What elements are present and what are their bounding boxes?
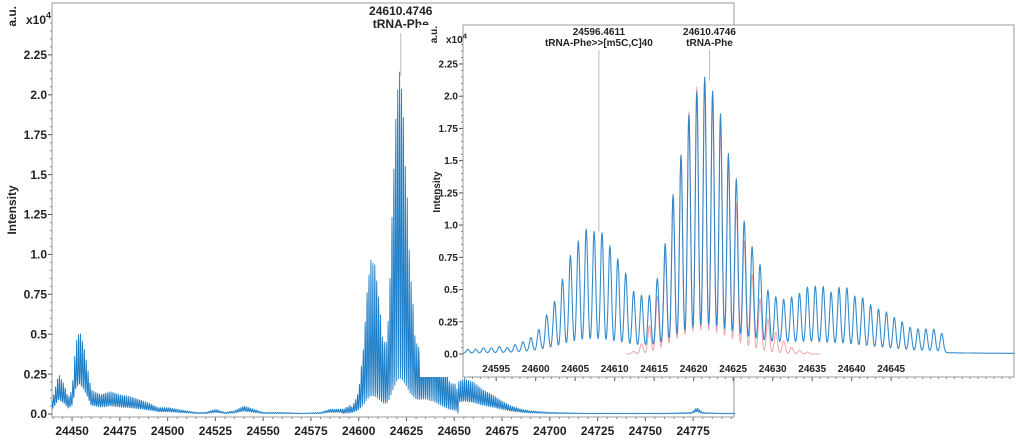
peak-annotation-label: tRNA-Phe>>[m5C,C]40 [545, 38, 653, 49]
y-tick-label: 1.25 [439, 188, 459, 199]
x-tick-label: 24625 [390, 424, 424, 438]
y-tick-label: 0.0 [444, 350, 458, 361]
peak-annotation-mass: 24610.4746 [683, 27, 736, 38]
y-tick-label: 1.5 [30, 168, 47, 182]
x-tick-label: 24600 [342, 424, 376, 438]
x-tick-label: 24645 [877, 364, 905, 375]
y-tick-label: 0.75 [24, 288, 48, 302]
y-multiplier-exponent: 4 [46, 11, 51, 21]
x-tick-label: 24640 [838, 364, 866, 375]
x-tick-label: 24700 [533, 424, 567, 438]
x-tick-label: 24525 [199, 424, 233, 438]
inset-background [420, 25, 1016, 377]
y-tick-label: 1.0 [444, 221, 458, 232]
peak-annotation-mass: 24610.4746 [369, 4, 433, 18]
y-axis-title: Intensity [432, 171, 443, 213]
y-tick-label: 2.0 [30, 88, 47, 102]
y-tick-label: 0.5 [30, 327, 47, 341]
y-multiplier-exponent: 4 [463, 32, 468, 41]
y-tick-label: 2.25 [24, 48, 48, 62]
y-tick-label: 1.5 [444, 156, 458, 167]
x-tick-label: 24550 [246, 424, 280, 438]
y-tick-label: 1.25 [24, 208, 48, 222]
y-tick-label: 0.25 [24, 367, 48, 381]
inset-zoom-panel: 0.0 0.25 0.5 0.75 1.0 1.25 1.5 1.75 2.0 2.25 24595… [420, 24, 1016, 381]
x-tick-label: 24620 [680, 364, 708, 375]
x-tick-label: 24610 [601, 364, 629, 375]
x-tick-label: 24675 [485, 424, 519, 438]
y-unit-label: a.u. [5, 6, 19, 27]
y-multiplier-label: x104 [26, 11, 51, 27]
x-tick-label: 24725 [581, 424, 615, 438]
x-tick-label: 24475 [103, 424, 137, 438]
y-multiplier-label: x104 [446, 32, 468, 47]
x-tick-label: 24600 [522, 364, 550, 375]
x-tick-label: 24595 [482, 364, 510, 375]
x-tick-label: 24500 [151, 424, 185, 438]
peak-annotation-mass: 24596.4611 [573, 27, 626, 38]
main-spectrum-panel: 0.0 0.25 0.5 0.75 1.0 1.25 1.5 1.75 2.0 2.25 24450… [5, 2, 736, 438]
x-tick-label: 24750 [629, 424, 663, 438]
y-unit-label: a.u. [429, 26, 440, 43]
y-tick-label: 0.0 [30, 407, 47, 421]
y-tick-label: 1.75 [24, 128, 48, 142]
measured-spectrum-trace [462, 76, 1015, 354]
x-tick-label: 24450 [55, 424, 89, 438]
spectrum-trace [51, 71, 736, 415]
peak-annotation-label: tRNA-Phe [373, 17, 429, 31]
y-tick-label: 2.0 [444, 92, 458, 103]
x-tick-label: 24650 [438, 424, 472, 438]
x-tick-label: 24775 [676, 424, 710, 438]
y-tick-label: 1.75 [439, 124, 459, 135]
y-tick-label: 0.5 [444, 285, 458, 296]
y-tick-label: 0.75 [439, 253, 459, 264]
x-tick-label: 24625 [719, 364, 747, 375]
x-tick-label: 24615 [640, 364, 668, 375]
x-tick-label: 24605 [561, 364, 589, 375]
peak-annotation-label: tRNA-Phe [686, 38, 733, 49]
x-tick-label: 24630 [759, 364, 787, 375]
y-tick-label: 0.25 [439, 317, 459, 328]
x-tick-label: 24635 [798, 364, 826, 375]
y-tick-label: 2.25 [439, 59, 459, 70]
plot-frame [462, 24, 1015, 378]
y-axis-title: Intensity [5, 185, 19, 235]
y-tick-label: 1.0 [30, 248, 47, 262]
x-tick-label: 24575 [294, 424, 328, 438]
